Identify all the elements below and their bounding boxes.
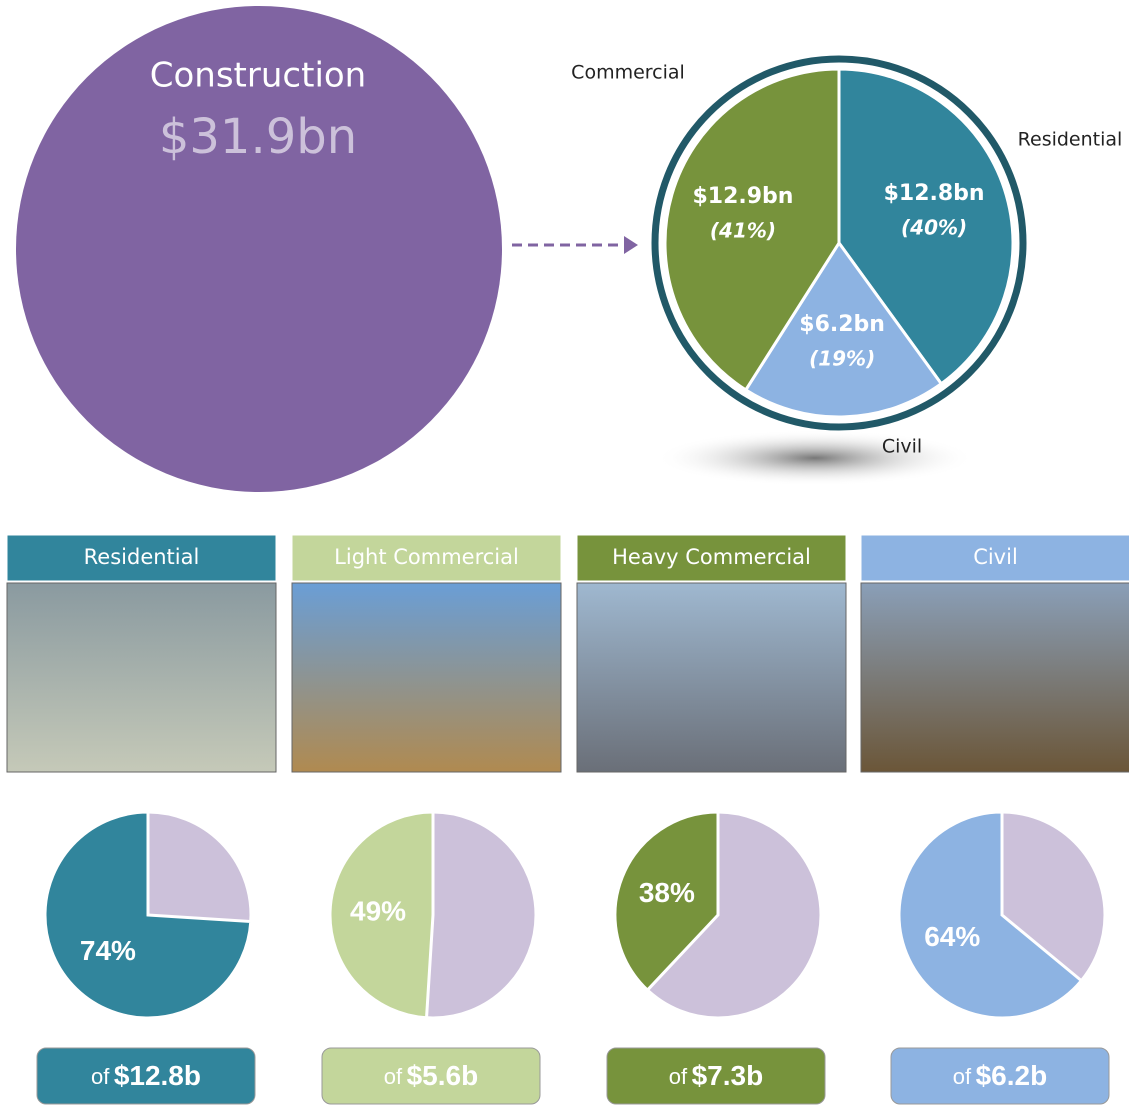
total-value: $7.3b [692,1060,764,1091]
total-text: of $6.2b [953,1060,1047,1091]
slice-name: Civil [882,436,922,458]
total-value: $31.9bn [159,109,357,165]
slice-value: $12.8bn [884,181,985,206]
slice-share: (19%) [809,346,875,370]
pie-label: 64% [924,921,980,952]
pie-label: 74% [80,935,136,966]
slice-share: (40%) [901,216,967,240]
total-value: $6.2b [976,1060,1048,1091]
pie-label: 49% [350,896,406,927]
total-prefix: of [384,1064,403,1089]
infographic: Construction $31.9bn $12.8bn (40%) Residen… [0,0,1129,1106]
slice-value: $12.9bn [692,184,793,209]
sector-photo [861,583,1129,772]
total-prefix: of [669,1064,688,1089]
slice-name: Residential [1018,129,1123,151]
sector-name: Civil [973,545,1018,569]
sector-name: Light Commercial [334,545,519,569]
slice-value: $6.2bn [799,312,885,337]
total-prefix: of [91,1064,110,1089]
total-prefix: of [953,1064,972,1089]
total-text: of $5.6b [384,1060,478,1091]
sector-name: Residential [84,545,200,569]
pie-shadow [655,430,975,486]
total-title: Construction [150,56,366,96]
total-text: of $7.3b [669,1060,763,1091]
sector-photo [7,583,276,772]
sector-photo [577,583,846,772]
slice-share: (41%) [710,219,776,243]
sector-name: Heavy Commercial [612,545,811,569]
total-text: of $12.8b [91,1060,201,1091]
pie-label: 38% [639,877,695,908]
total-value: $5.6b [407,1060,479,1091]
sector-photo [292,583,561,772]
slice-name: Commercial [571,62,685,84]
total-value: $12.8b [114,1060,201,1091]
arrow-head [624,236,638,254]
